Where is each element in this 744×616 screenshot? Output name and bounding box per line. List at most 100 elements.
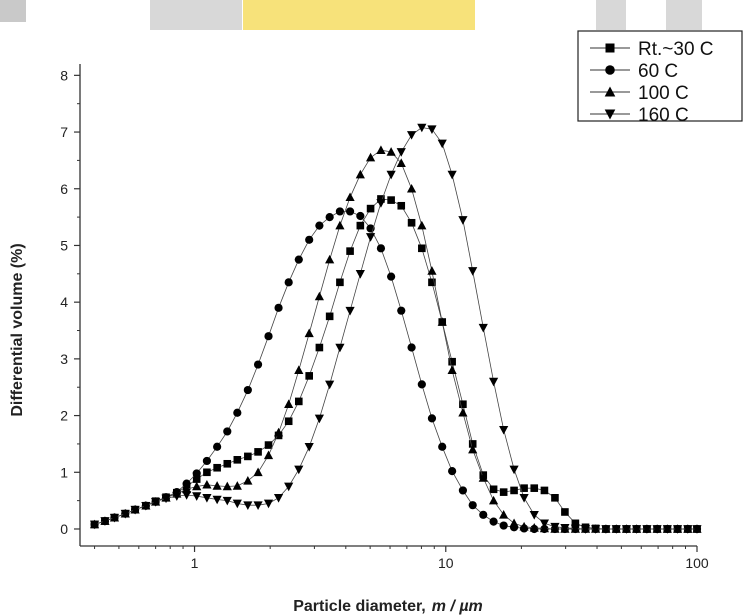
data-point <box>428 278 436 287</box>
data-point <box>315 221 324 230</box>
data-point <box>427 125 437 135</box>
data-point <box>396 148 406 157</box>
data-point <box>284 278 293 287</box>
data-point <box>335 343 345 353</box>
x-axis-title-prefix: Particle diameter, <box>293 598 426 615</box>
header-fragment-bar <box>666 0 702 30</box>
data-point <box>519 521 529 531</box>
data-point <box>458 407 468 417</box>
series <box>89 123 702 534</box>
data-point <box>529 511 539 520</box>
data-point <box>376 145 386 154</box>
y-tick-label: 8 <box>60 67 68 83</box>
data-point <box>264 332 273 341</box>
data-point <box>529 523 539 532</box>
series-line <box>94 127 697 530</box>
data-point <box>355 270 365 279</box>
y-tick-label: 1 <box>60 464 68 480</box>
data-point <box>499 521 508 530</box>
data-point <box>325 254 335 264</box>
data-point <box>182 491 192 500</box>
data-point <box>294 397 303 406</box>
data-point <box>273 427 284 437</box>
data-point <box>488 495 499 505</box>
data-point <box>223 427 232 436</box>
legend-label: 60 C <box>638 61 678 82</box>
data-point <box>243 385 252 395</box>
data-point <box>336 278 344 287</box>
data-point <box>294 255 303 264</box>
data-point <box>192 492 202 501</box>
data-point <box>192 469 201 478</box>
y-tick-label: 7 <box>60 124 68 140</box>
data-point <box>438 442 447 451</box>
data-point <box>377 195 385 203</box>
data-point <box>284 399 294 409</box>
data-point <box>376 199 386 208</box>
series-4 <box>89 123 702 534</box>
data-point <box>151 497 161 507</box>
data-point <box>468 440 477 448</box>
data-point <box>509 465 519 475</box>
data-point <box>458 486 468 495</box>
data-point <box>407 218 416 227</box>
data-point <box>550 522 560 532</box>
y-tick-label: 4 <box>60 294 68 310</box>
legend-item: 60 C <box>590 61 678 82</box>
data-point <box>243 501 253 510</box>
data-point <box>520 484 528 492</box>
data-point <box>345 207 355 216</box>
header-fragment-left <box>0 0 26 22</box>
data-point <box>499 510 509 519</box>
data-point <box>325 312 334 321</box>
data-point <box>448 467 457 476</box>
data-point <box>325 213 334 222</box>
data-point <box>273 494 284 503</box>
data-point <box>294 465 304 475</box>
data-point <box>509 518 519 528</box>
data-point <box>253 360 263 369</box>
data-point <box>621 525 632 534</box>
axes <box>79 64 697 547</box>
data-point <box>560 524 570 533</box>
data-point <box>264 441 273 449</box>
series-1 <box>90 195 701 533</box>
data-point <box>551 494 559 502</box>
data-point <box>387 196 395 204</box>
series-line <box>94 149 697 530</box>
data-point <box>202 456 212 466</box>
data-point <box>232 499 242 509</box>
data-point <box>611 525 621 534</box>
data-point <box>365 152 376 162</box>
data-point <box>652 525 662 534</box>
data-point <box>100 517 110 526</box>
data-point <box>662 525 672 534</box>
data-point <box>365 233 376 242</box>
data-point <box>305 372 313 380</box>
data-point <box>253 467 263 477</box>
data-point <box>232 481 242 490</box>
data-point <box>314 291 324 301</box>
data-point <box>161 494 171 504</box>
header-fragment-bar <box>150 0 242 30</box>
data-point <box>192 475 201 483</box>
legend-item: 100 C <box>590 83 689 104</box>
data-point <box>448 357 456 366</box>
data-point <box>427 266 437 275</box>
series-line <box>94 198 697 530</box>
data-point <box>254 448 262 456</box>
legend-marker <box>604 86 616 97</box>
data-point <box>141 501 151 511</box>
x-axis-title: Particle diameter, m / µm <box>293 598 483 615</box>
data-point <box>468 444 478 454</box>
data-point <box>570 524 580 534</box>
x-tick-label: 1 <box>191 555 199 571</box>
data-point <box>417 123 427 133</box>
data-point <box>459 400 467 409</box>
data-point <box>222 481 232 491</box>
data-point <box>335 207 345 216</box>
data-point <box>468 267 478 276</box>
data-point <box>489 485 498 494</box>
data-point <box>530 484 539 492</box>
